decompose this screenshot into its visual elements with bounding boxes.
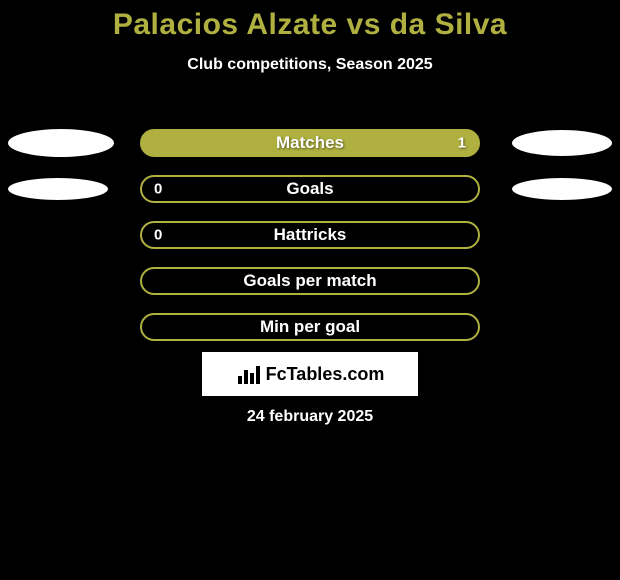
stat-row: Goals0 <box>0 166 620 212</box>
stat-bar: Goals0 <box>140 175 480 203</box>
stat-label: Matches <box>142 133 478 153</box>
stat-left-value: 0 <box>154 181 162 198</box>
stat-rows: Matches1Goals0Hattricks0Goals per matchM… <box>0 120 620 350</box>
stat-label: Hattricks <box>142 225 478 245</box>
page-title: Palacios Alzate vs da Silva <box>0 0 620 42</box>
stat-bar: Min per goal <box>140 313 480 341</box>
stat-label: Goals <box>142 179 478 199</box>
stat-label: Min per goal <box>142 317 478 337</box>
right-ellipse <box>512 178 612 200</box>
page-subtitle: Club competitions, Season 2025 <box>0 56 620 74</box>
stat-row: Goals per match <box>0 258 620 304</box>
stat-row: Min per goal <box>0 304 620 350</box>
comparison-infographic: Palacios Alzate vs da Silva Club competi… <box>0 0 620 580</box>
stat-bar: Goals per match <box>140 267 480 295</box>
stat-bar: Hattricks0 <box>140 221 480 249</box>
stat-bar: Matches1 <box>140 129 480 157</box>
date-text: 24 february 2025 <box>0 408 620 426</box>
left-ellipse <box>8 178 108 200</box>
stat-left-value: 0 <box>154 227 162 244</box>
logo-text: FcTables.com <box>266 364 385 385</box>
stat-label: Goals per match <box>142 271 478 291</box>
right-ellipse <box>512 130 612 156</box>
left-ellipse <box>8 129 114 157</box>
stat-row: Hattricks0 <box>0 212 620 258</box>
stat-right-value: 1 <box>458 135 466 152</box>
logo-box: FcTables.com <box>202 352 418 396</box>
bars-icon <box>236 364 262 384</box>
stat-row: Matches1 <box>0 120 620 166</box>
